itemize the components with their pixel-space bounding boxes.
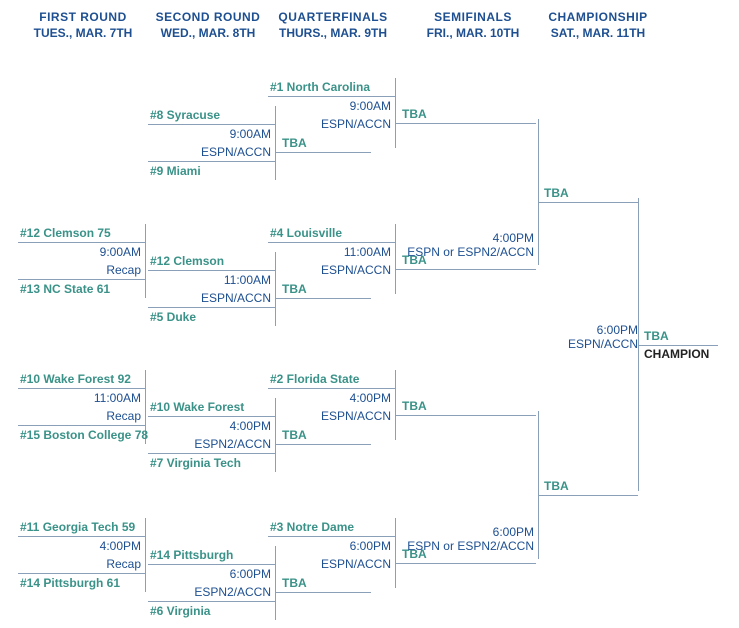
qf-match: #3 Notre Dame6:00PMESPN/ACCN <box>268 518 396 588</box>
game-network: ESPN2/ACCN <box>148 435 275 454</box>
r2-match: #10 Wake Forest4:00PMESPN2/ACCN#7 Virgin… <box>148 398 276 472</box>
game-time: 11:00AM <box>18 389 145 407</box>
team-link[interactable]: #10 Wake Forest <box>148 398 275 417</box>
game-time: 11:00AM <box>148 271 275 289</box>
team-link[interactable]: #12 Clemson 75 <box>18 224 145 243</box>
team-link[interactable]: #8 Syracuse <box>148 106 275 125</box>
game-time: 6:00PM <box>268 537 395 555</box>
r2-match: #8 Syracuse9:00AMESPN/ACCN#9 Miami <box>148 106 276 180</box>
champion-label: CHAMPION <box>638 345 718 363</box>
team-link[interactable]: #1 North Carolina <box>268 78 395 97</box>
game-time: 6:00PM <box>538 323 638 337</box>
qf-match: #4 Louisville11:00AMESPN/ACCN <box>268 224 396 294</box>
advance-slot: TBA <box>638 327 718 346</box>
qf-match: #2 Florida State4:00PMESPN/ACCN <box>268 370 396 440</box>
team-link[interactable]: #10 Wake Forest 92 <box>18 370 145 389</box>
final-info: 6:00PMESPN/ACCN <box>538 323 638 351</box>
sf-info: 4:00PMESPN or ESPN2/ACCN <box>398 231 534 259</box>
round-title: FIRST ROUND <box>18 10 148 24</box>
round-date: TUES., MAR. 7TH <box>18 26 148 40</box>
round-date: FRI., MAR. 10TH <box>398 26 548 40</box>
game-time: 9:00AM <box>148 125 275 143</box>
game-time: 6:00PM <box>398 525 534 539</box>
bracket-canvas: #12 Clemson 759:00AMRecap#13 NC State 61… <box>18 58 721 618</box>
round-header: QUARTERFINALS THURS., MAR. 9TH <box>268 10 398 40</box>
game-time: 4:00PM <box>398 231 534 245</box>
game-network: ESPN/ACCN <box>268 261 395 295</box>
game-network: ESPN or ESPN2/ACCN <box>398 539 534 553</box>
r1-match: #10 Wake Forest 9211:00AMRecap#15 Boston… <box>18 370 146 444</box>
round-date: WED., MAR. 8TH <box>148 26 268 40</box>
team-link[interactable]: #3 Notre Dame <box>268 518 395 537</box>
team-link[interactable]: #15 Boston College 78 <box>18 426 145 444</box>
round-date: SAT., MAR. 11TH <box>548 26 648 40</box>
game-network: ESPN/ACCN <box>148 143 275 162</box>
r2-match: #14 Pittsburgh6:00PMESPN2/ACCN#6 Virgini… <box>148 546 276 620</box>
game-network: ESPN2/ACCN <box>148 583 275 602</box>
round-title: SECOND ROUND <box>148 10 268 24</box>
team-link[interactable]: #4 Louisville <box>268 224 395 243</box>
round-header: FIRST ROUND TUES., MAR. 7TH <box>18 10 148 40</box>
team-link[interactable]: #7 Virginia Tech <box>148 454 275 472</box>
game-network: ESPN or ESPN2/ACCN <box>398 245 534 259</box>
game-time: 9:00AM <box>18 243 145 261</box>
sf-info: 6:00PMESPN or ESPN2/ACCN <box>398 525 534 553</box>
game-network: ESPN/ACCN <box>538 337 638 351</box>
advance-slot: TBA <box>538 477 638 496</box>
game-time: 4:00PM <box>18 537 145 555</box>
round-header: SECOND ROUND WED., MAR. 8TH <box>148 10 268 40</box>
game-time: 11:00AM <box>268 243 395 261</box>
team-link[interactable]: #14 Pittsburgh 61 <box>18 574 145 592</box>
r1-match: #11 Georgia Tech 594:00PMRecap#14 Pittsb… <box>18 518 146 592</box>
round-title: QUARTERFINALS <box>268 10 398 24</box>
round-header: SEMIFINALS FRI., MAR. 10TH <box>398 10 548 40</box>
qf-match: #1 North Carolina9:00AMESPN/ACCN <box>268 78 396 148</box>
game-network: ESPN/ACCN <box>268 115 395 149</box>
team-link[interactable]: #12 Clemson <box>148 252 275 271</box>
game-time: 4:00PM <box>268 389 395 407</box>
r1-match: #12 Clemson 759:00AMRecap#13 NC State 61 <box>18 224 146 298</box>
advance-slot: TBA <box>538 184 638 203</box>
round-date: THURS., MAR. 9TH <box>268 26 398 40</box>
recap-link[interactable]: Recap <box>18 407 145 426</box>
team-link[interactable]: #6 Virginia <box>148 602 275 620</box>
team-link[interactable]: #9 Miami <box>148 162 275 180</box>
round-headers: FIRST ROUND TUES., MAR. 7THSECOND ROUND WE… <box>18 10 721 40</box>
round-title: SEMIFINALS <box>398 10 548 24</box>
game-network: ESPN/ACCN <box>268 555 395 589</box>
game-time: 4:00PM <box>148 417 275 435</box>
r2-match: #12 Clemson11:00AMESPN/ACCN#5 Duke <box>148 252 276 326</box>
team-link[interactable]: #11 Georgia Tech 59 <box>18 518 145 537</box>
team-link[interactable]: #5 Duke <box>148 308 275 326</box>
game-time: 6:00PM <box>148 565 275 583</box>
game-network: ESPN/ACCN <box>268 407 395 441</box>
round-header: CHAMPIONSHIP SAT., MAR. 11TH <box>548 10 648 40</box>
recap-link[interactable]: Recap <box>18 555 145 574</box>
game-time: 9:00AM <box>268 97 395 115</box>
round-title: CHAMPIONSHIP <box>548 10 648 24</box>
team-link[interactable]: #14 Pittsburgh <box>148 546 275 565</box>
game-network: ESPN/ACCN <box>148 289 275 308</box>
team-link[interactable]: #2 Florida State <box>268 370 395 389</box>
recap-link[interactable]: Recap <box>18 261 145 280</box>
team-link[interactable]: #13 NC State 61 <box>18 280 145 298</box>
